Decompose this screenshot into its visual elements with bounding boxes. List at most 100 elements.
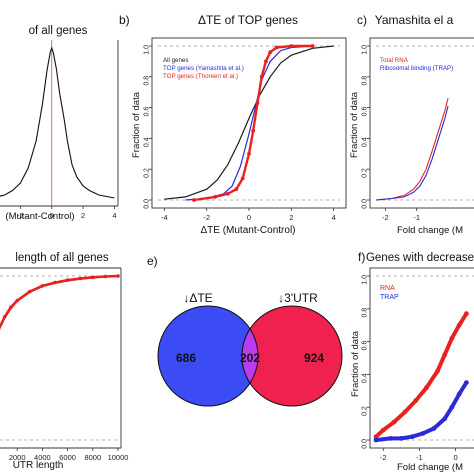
series-point-f1-1 bbox=[388, 436, 393, 441]
series-line-b0 bbox=[164, 45, 334, 200]
panel-f-xlabel: Fold change (M bbox=[397, 462, 463, 473]
panel-a: of all genes -2 0 2 4 (Mutant-Control) bbox=[0, 25, 119, 222]
panel-f-plot: -2 -1 0 0.0 0.2 0.4 0.6 0.8 1.0 RNA TRAP bbox=[362, 267, 474, 462]
series-point-d1-2 bbox=[2, 315, 7, 319]
series-line-f0 bbox=[374, 312, 469, 439]
panel-d-xtick-label-2: 6000 bbox=[59, 453, 76, 462]
series-line-a bbox=[0, 46, 115, 199]
panel-c-title: Yamashita el a bbox=[375, 13, 454, 27]
series-line-d0 bbox=[0, 275, 119, 330]
panel-f-ytick-label-4: 0.8 bbox=[362, 308, 369, 318]
venn-right-count: 924 bbox=[304, 351, 324, 365]
panel-d-xlabel: UTR length bbox=[13, 460, 64, 471]
panel-b: b) ΔTE of TOP genes Fraction of data -4 -… bbox=[119, 13, 347, 236]
series-point-d1-12 bbox=[116, 274, 120, 278]
panel-c-xtick-label-0: -2 bbox=[382, 213, 389, 222]
panel-c-xtick-label-1: -1 bbox=[413, 213, 420, 222]
panel-b-ytick-label-2: 0.4 bbox=[144, 137, 151, 147]
panel-b-xtick-label-4: 4 bbox=[332, 213, 336, 222]
panel-d-xtick-label-4: 10000 bbox=[108, 453, 129, 462]
panel-d-xtick-label-3: 8000 bbox=[84, 453, 101, 462]
panel-f: f) Genes with decrease Fraction of data … bbox=[350, 250, 474, 473]
panel-a-xlabel: (Mutant-Control) bbox=[5, 211, 74, 222]
series-point-f0-10 bbox=[464, 311, 469, 317]
venn-left-count: 686 bbox=[176, 351, 196, 365]
panel-c-ytick-label-3: 0.6 bbox=[362, 106, 369, 116]
series-point-b2-4 bbox=[240, 176, 245, 181]
panel-c-letter: c) bbox=[357, 13, 367, 27]
panel-b-xlabel: ΔTE (Mutant-Control) bbox=[200, 225, 295, 236]
panel-b-title: ΔTE of TOP genes bbox=[198, 13, 298, 27]
panel-a-xtick-label-3: 4 bbox=[112, 211, 116, 220]
panel-e-letter: e) bbox=[147, 254, 158, 268]
panel-f-xtick-label-2: 0 bbox=[453, 453, 457, 462]
series-point-b2-11 bbox=[274, 45, 279, 50]
panel-d: length of all genes 2000 4000 6000 8000 1000… bbox=[0, 252, 128, 471]
panel-f-ytick-label-5: 1.0 bbox=[362, 275, 369, 285]
panel-f-ylabel: Fraction of data bbox=[350, 330, 361, 397]
venn-left-label: ↓ΔTE bbox=[183, 291, 212, 305]
panel-b-ytick-label-4: 0.8 bbox=[144, 76, 151, 86]
panel-b-xtick-label-3: 2 bbox=[289, 213, 293, 222]
panel-b-legend-2: TOP genes (Thoreen et al.) bbox=[163, 73, 238, 80]
series-point-f1-9 bbox=[464, 380, 469, 385]
panel-d-title: length of all genes bbox=[15, 252, 109, 264]
series-point-f0-8 bbox=[449, 335, 455, 341]
venn-right-label: ↓3'UTR bbox=[278, 291, 318, 305]
series-point-f0-3 bbox=[402, 409, 408, 415]
panel-f-xtick-label-1: -1 bbox=[416, 453, 423, 462]
series-point-f1-8 bbox=[456, 391, 462, 397]
panel-c-frame bbox=[369, 37, 474, 209]
series-point-d1-3 bbox=[9, 305, 13, 310]
series-point-b2-9 bbox=[264, 59, 268, 64]
series-point-f1-7 bbox=[449, 404, 455, 410]
panel-b-letter: b) bbox=[119, 13, 130, 27]
panel-f-title: Genes with decrease bbox=[366, 252, 474, 264]
series-point-b2-12 bbox=[289, 44, 294, 48]
panel-c-ylabel: Fraction of data bbox=[349, 91, 360, 158]
panel-c-ytick-label-0: 0.0 bbox=[362, 199, 369, 209]
series-point-d1-8 bbox=[65, 278, 70, 282]
panel-e-venn: e) ↓ΔTE ↓3'UTR 686 202 924 bbox=[147, 254, 343, 407]
series-point-f0-6 bbox=[435, 368, 440, 374]
panel-b-legend-1: TOP genes (Yamashita et al.) bbox=[163, 65, 244, 72]
panel-f-ytick-label-2: 0.4 bbox=[362, 373, 369, 383]
venn-overlap-count: 202 bbox=[240, 351, 260, 365]
series-point-b2-10 bbox=[268, 50, 273, 55]
panel-a-xtick-label-2: 2 bbox=[81, 211, 85, 220]
panel-f-ytick-label-1: 0.2 bbox=[362, 406, 369, 416]
series-point-f0-2 bbox=[391, 419, 397, 425]
panel-c-ytick-label-1: 0.2 bbox=[362, 168, 369, 178]
series-point-b2-0 bbox=[192, 198, 196, 202]
panel-f-letter: f) bbox=[358, 250, 365, 264]
series-point-d1-9 bbox=[78, 276, 82, 281]
series-point-b2-2 bbox=[225, 191, 230, 196]
series-point-f1-0 bbox=[373, 437, 379, 443]
panel-c-ytick-label-5: 1.0 bbox=[362, 45, 369, 55]
panel-f-frame bbox=[369, 267, 474, 449]
series-point-d1-11 bbox=[103, 274, 108, 279]
series-point-b2-3 bbox=[234, 187, 239, 192]
series-line-c1 bbox=[375, 105, 449, 201]
series-line-f1 bbox=[375, 381, 469, 442]
panel-b-ytick-label-1: 0.2 bbox=[144, 168, 151, 178]
series-point-f0-5 bbox=[424, 385, 429, 390]
panel-b-ytick-label-5: 1.0 bbox=[144, 45, 151, 55]
series-point-b2-1 bbox=[213, 195, 218, 199]
panel-b-ylabel: Fraction of data bbox=[131, 91, 142, 158]
panel-c-legend-0: Total RNA bbox=[380, 57, 409, 64]
panel-d-xtick-label-0: 2000 bbox=[9, 453, 26, 462]
series-point-f1-5 bbox=[431, 426, 437, 431]
panel-a-xtick-label-0: -2 bbox=[17, 211, 24, 220]
panel-c-plot: -2 -1 0.0 0.2 0.4 0.6 0.8 1.0 Total RNARibosomal… bbox=[362, 37, 474, 222]
series-point-b2-7 bbox=[255, 101, 260, 105]
panel-b-xtick-label-1: -2 bbox=[203, 213, 210, 222]
venn-overlap bbox=[241, 327, 259, 385]
series-point-f1-2 bbox=[398, 436, 404, 441]
panel-f-legend-0: RNA bbox=[380, 285, 395, 292]
panel-f-ytick-label-3: 0.6 bbox=[362, 340, 369, 350]
series-point-f0-9 bbox=[456, 322, 462, 328]
panel-f-legend-1: TRAP bbox=[380, 294, 399, 301]
panel-c-ytick-label-2: 0.4 bbox=[362, 137, 369, 147]
